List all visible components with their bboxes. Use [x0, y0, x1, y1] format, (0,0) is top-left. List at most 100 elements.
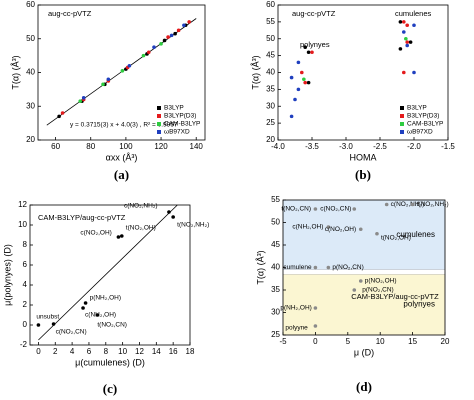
legend-swatch [157, 122, 161, 126]
point [293, 97, 297, 102]
point-label: t(NO₂,NH₂) [417, 201, 449, 208]
point [375, 231, 379, 236]
point [36, 323, 41, 327]
y-axis-label: T(α) (Å³) [255, 250, 265, 284]
point [405, 40, 410, 44]
point [303, 45, 308, 49]
legend-swatch [400, 106, 404, 110]
y-tick-label: 50 [26, 34, 35, 43]
y-tick-label: 25 [266, 118, 275, 127]
point [408, 40, 413, 44]
point [289, 114, 294, 119]
y-tick-label: 12 [18, 200, 27, 209]
point [176, 28, 181, 33]
x-axis-label: μ (D) [354, 347, 374, 357]
legend-swatch [157, 114, 161, 118]
point [171, 215, 175, 219]
point-label: p(NH₂,OH) [90, 295, 121, 302]
y-tick-label: 45 [266, 51, 275, 60]
x-tick-label: 10 [118, 347, 127, 356]
point [352, 288, 357, 292]
point [152, 45, 156, 49]
x-tick-label: 120 [154, 142, 168, 151]
point [119, 234, 124, 238]
panel-label: (d) [356, 379, 372, 394]
legend-swatch [400, 122, 404, 126]
point [173, 31, 177, 36]
x-tick-label: -3.5 [305, 142, 319, 151]
x-tick-label: 0 [36, 347, 41, 356]
point [402, 70, 406, 75]
x-tick-label: 16 [169, 347, 178, 356]
point [313, 265, 318, 270]
point [95, 313, 100, 317]
x-tick-label: -4.0 [271, 142, 285, 151]
x-tick-label: 2 [53, 347, 58, 356]
point [306, 50, 311, 55]
y-tick-label: -2 [20, 340, 28, 349]
legend-label: CAM-B3LYP [407, 121, 443, 128]
point [300, 70, 304, 75]
y-tick-label: 6 [23, 260, 28, 269]
panel-label: (c) [103, 381, 117, 396]
y-tick-label: 25 [271, 330, 280, 339]
point [326, 225, 331, 229]
point [412, 23, 416, 28]
point [398, 47, 403, 51]
point-label: c(NH₂,OH) [85, 312, 116, 319]
x-tick-label: 12 [135, 347, 144, 356]
y-tick-label: 35 [266, 84, 275, 93]
y-tick-label: 50 [271, 218, 280, 227]
point-label: t(NO₂,NH₂) [177, 222, 209, 229]
point-label: c(NO₂,NH₂) [391, 201, 425, 208]
region-label: polynyes [403, 300, 435, 309]
point [326, 265, 331, 270]
point [313, 324, 318, 328]
point [116, 235, 121, 239]
legend-swatch [400, 130, 404, 134]
panel-label: (b) [355, 167, 371, 182]
point-label: unsubst [36, 314, 59, 321]
y-axis-label: T(α) (Å³) [10, 55, 20, 89]
point [120, 69, 125, 73]
y-tick-label: 60 [26, 0, 35, 9]
point [404, 36, 408, 41]
point [169, 33, 174, 38]
point [303, 80, 308, 85]
point-label: t(NO₂,OH) [126, 225, 156, 232]
y-tick-label: 30 [266, 101, 275, 110]
point [167, 210, 171, 214]
point [405, 23, 410, 28]
x-tick-label: 80 [86, 142, 95, 151]
y-tick-label: 30 [271, 308, 280, 317]
point [405, 43, 410, 48]
x-tick-label: 14 [152, 347, 161, 356]
legend-swatch [400, 114, 404, 118]
point-label: c(NO₂,NH₂) [124, 203, 158, 210]
point-label: t(NO₂,CN) [97, 322, 127, 329]
x-tick-label: -2.5 [373, 142, 387, 151]
x-axis-label: αxx (Å³) [106, 152, 138, 162]
point [182, 23, 186, 28]
point [78, 99, 82, 103]
x-tick-label: 10 [376, 337, 385, 346]
x-tick-label: 8 [104, 347, 109, 356]
x-axis-label: HOMA [350, 152, 377, 162]
point-label: c(NH₂,OH) [292, 224, 323, 231]
point [162, 38, 167, 43]
panel-label: (a) [114, 167, 129, 182]
point-label: c(NO₂,OH) [80, 230, 111, 237]
point [412, 70, 416, 75]
fit-line [38, 204, 178, 341]
y-tick-label: 10 [18, 220, 27, 229]
point [410, 202, 415, 207]
legend-label: CAM-B3LYP [164, 121, 200, 128]
legend-label: B3LYP(D3) [407, 113, 439, 120]
point-label: t(NO₂,CN) [281, 206, 311, 213]
legend-label: B3LYP [164, 105, 184, 112]
y-axis-label: μ(polynyes) (D) [2, 244, 12, 306]
annotation: aug-cc-pVTZ [292, 9, 336, 18]
region-label: cumulenes [396, 230, 435, 239]
legend-swatch [157, 130, 161, 134]
point [60, 111, 65, 115]
